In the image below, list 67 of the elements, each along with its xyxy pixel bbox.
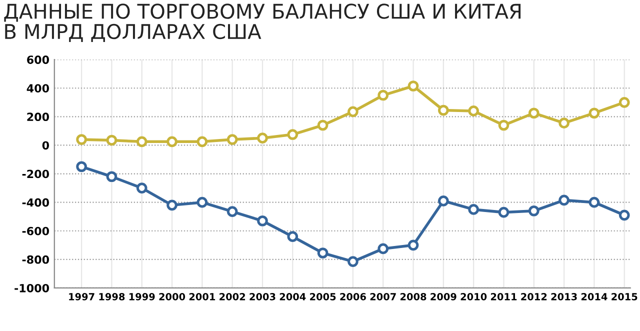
point bbox=[106, 171, 118, 182]
point bbox=[588, 196, 600, 208]
point bbox=[136, 182, 148, 194]
point bbox=[166, 136, 178, 148]
x-tick-label: 1998 bbox=[99, 293, 125, 300]
x-tick-label: 2007 bbox=[370, 293, 396, 300]
x-tick-label: 1997 bbox=[69, 293, 94, 300]
x-tick-label: 2010 bbox=[460, 293, 487, 300]
y-tick-label: -200 bbox=[22, 170, 50, 178]
point bbox=[257, 132, 268, 144]
x-tick-label: 2000 bbox=[159, 293, 186, 300]
x-tick-label: 2013 bbox=[551, 293, 577, 300]
point bbox=[166, 200, 178, 211]
point bbox=[257, 215, 268, 226]
y-tick-label: 0 bbox=[42, 141, 50, 150]
point bbox=[468, 204, 479, 215]
point bbox=[106, 134, 118, 146]
point bbox=[348, 256, 358, 267]
chart-title: ДАННЫЕ ПО ТОРГОВОМУ БАЛАНСУ США И КИТАЯ В МЛРД ДОЛЛАРАХ США bbox=[4, 4, 521, 42]
point bbox=[618, 210, 630, 221]
x-tick-label: 2002 bbox=[220, 293, 246, 300]
point bbox=[287, 231, 298, 242]
point bbox=[498, 206, 510, 218]
point bbox=[438, 195, 449, 206]
point bbox=[618, 96, 630, 108]
point bbox=[196, 136, 208, 148]
point bbox=[558, 118, 570, 129]
point bbox=[408, 80, 419, 92]
x-tick-label: 2001 bbox=[189, 293, 216, 300]
y-tick-label: -800 bbox=[22, 255, 50, 264]
y-tick-label: -1000 bbox=[14, 284, 50, 292]
y-tick-label: -400 bbox=[22, 198, 50, 207]
point bbox=[498, 120, 510, 131]
point bbox=[226, 134, 238, 145]
point bbox=[528, 108, 540, 119]
point bbox=[317, 248, 328, 258]
point bbox=[287, 129, 298, 140]
y-tick-label: 600 bbox=[27, 56, 50, 64]
point bbox=[76, 134, 87, 145]
x-tick-label: 2003 bbox=[250, 293, 276, 300]
x-tick-label: 2009 bbox=[430, 293, 456, 300]
y-tick-label: 400 bbox=[26, 84, 50, 93]
y-tick-label: -600 bbox=[22, 226, 50, 236]
x-tick-label: 2004 bbox=[280, 293, 306, 300]
point bbox=[408, 240, 419, 251]
x-tick-label: 2006 bbox=[340, 293, 366, 300]
point bbox=[588, 108, 600, 119]
point bbox=[317, 120, 328, 131]
x-tick-label: 2011 bbox=[490, 293, 517, 300]
point bbox=[378, 243, 389, 254]
point bbox=[348, 106, 358, 118]
x-tick-label: 2015 bbox=[612, 293, 638, 300]
point bbox=[196, 196, 208, 208]
y-tick-label: 200 bbox=[27, 112, 50, 122]
point bbox=[438, 104, 449, 116]
x-tick-label: 1999 bbox=[129, 293, 155, 300]
x-tick-label: 2012 bbox=[521, 293, 547, 300]
x-tick-label: 2008 bbox=[400, 293, 426, 300]
point bbox=[558, 194, 570, 206]
point bbox=[468, 106, 479, 116]
x-tick-label: 2005 bbox=[310, 293, 336, 300]
x-tick-label: 2014 bbox=[581, 293, 608, 300]
point bbox=[226, 206, 238, 218]
point bbox=[76, 161, 87, 172]
point bbox=[528, 205, 540, 216]
point bbox=[378, 90, 389, 101]
point bbox=[136, 136, 148, 148]
